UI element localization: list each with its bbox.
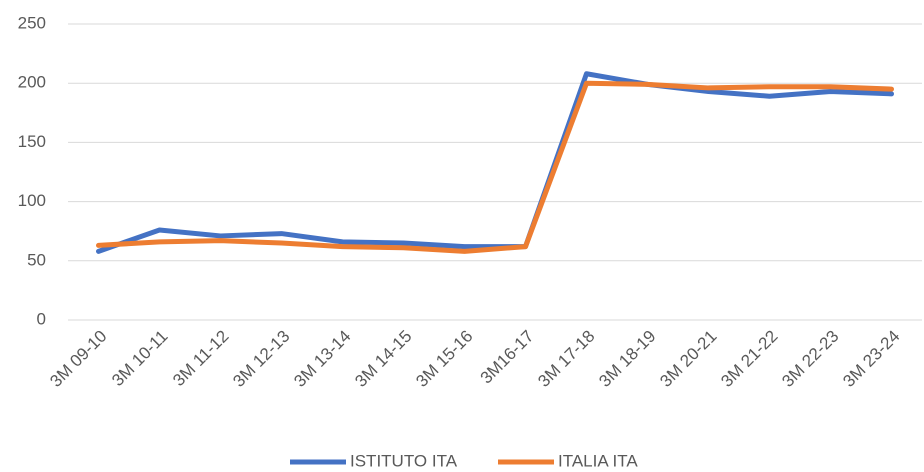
x-tick-label: 3M 17-18 bbox=[534, 327, 598, 391]
x-tick-label: 3M 11-12 bbox=[169, 327, 232, 390]
legend-label: ISTITUTO ITA bbox=[350, 451, 458, 470]
x-tick-label: 3M 10-11 bbox=[108, 327, 171, 390]
x-tick-label: 3M 20-21 bbox=[656, 327, 720, 391]
line-series bbox=[96, 80, 894, 254]
y-tick-label: 150 bbox=[18, 132, 46, 151]
legend-label: ITALIA ITA bbox=[558, 451, 638, 470]
x-tick-label: 3M16-17 bbox=[477, 327, 538, 388]
y-tick-label: 250 bbox=[18, 13, 46, 32]
line-series bbox=[96, 71, 894, 254]
y-tick-label: 0 bbox=[37, 309, 46, 328]
y-tick-label: 200 bbox=[18, 73, 46, 92]
x-tick-label: 3M 15-16 bbox=[412, 327, 476, 391]
x-tick-label: 3M 21-22 bbox=[717, 327, 781, 391]
y-tick-label: 50 bbox=[27, 250, 46, 269]
x-tick-label: 3M 12-13 bbox=[229, 327, 293, 391]
x-tick-label: 3M 18-19 bbox=[595, 327, 659, 391]
x-tick-label: 3M 22-23 bbox=[778, 327, 842, 391]
x-tick-label: 3M 23-24 bbox=[839, 327, 903, 391]
x-tick-label: 3M 13-14 bbox=[290, 327, 354, 391]
y-tick-label: 100 bbox=[18, 191, 46, 210]
x-tick-label: 3M 09-10 bbox=[46, 327, 110, 391]
x-tick-label: 3M 14-15 bbox=[351, 327, 415, 391]
